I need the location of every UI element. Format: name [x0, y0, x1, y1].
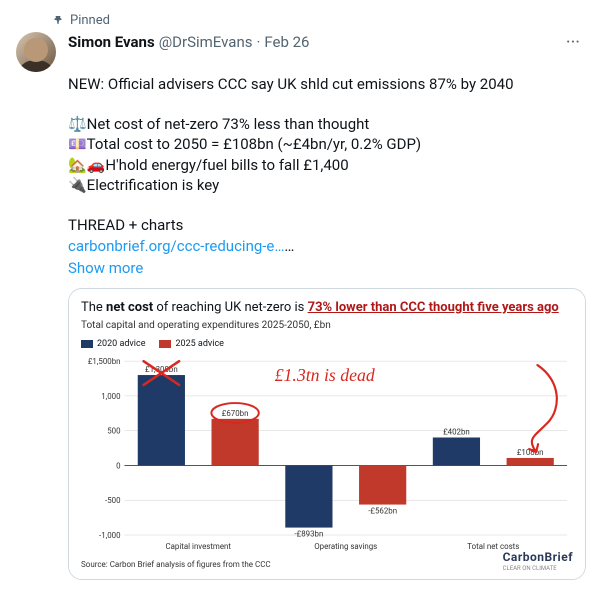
- more-button[interactable]: ···: [560, 32, 586, 54]
- svg-text:1,000: 1,000: [101, 392, 120, 401]
- chart-title-pre: The: [81, 300, 106, 315]
- legend-item: 2020 advice: [81, 338, 145, 350]
- chart-legend: 2020 advice 2025 advice: [81, 338, 573, 350]
- legend-swatch: [159, 340, 171, 348]
- tweet-body: NEW: Official advisers CCC say UK shld c…: [68, 74, 586, 279]
- pinned-row: Pinned: [52, 12, 586, 30]
- svg-text:-1,000: -1,000: [99, 531, 120, 540]
- chart-title: The net cost of reaching UK net-zero is …: [81, 299, 573, 317]
- svg-text:£1.3tn is dead: £1.3tn is dead: [275, 365, 375, 385]
- chart-svg: £1,500bn1,0005000-500-1,000£1,300bn£670b…: [81, 354, 573, 554]
- chart-subtitle: Total capital and operating expenditures…: [81, 319, 573, 333]
- chart-brand: CarbonBrief CLEAR ON CLIMATE: [503, 549, 573, 573]
- svg-text:-£562bn: -£562bn: [368, 507, 397, 516]
- chart-title-b1: net cost: [106, 300, 153, 315]
- tweet-ellipsis: …: [284, 237, 294, 255]
- chart-wrap: The net cost of reaching UK net-zero is …: [69, 289, 585, 579]
- svg-text:500: 500: [107, 427, 120, 436]
- chart-source: Source: Carbon Brief analysis of figures…: [81, 560, 573, 571]
- chart-card[interactable]: The net cost of reaching UK net-zero is …: [68, 288, 586, 580]
- svg-text:-£893bn: -£893bn: [294, 530, 323, 539]
- tweet-link[interactable]: carbonbrief.org/ccc-reducing-e…: [68, 237, 284, 255]
- pinned-label: Pinned: [70, 12, 110, 30]
- legend-label: 2025 advice: [175, 339, 223, 349]
- legend-item: 2025 advice: [159, 338, 223, 350]
- chart-title-hl: 73% lower than CCC thought five years ag…: [308, 300, 559, 315]
- pin-icon: [52, 15, 64, 27]
- svg-text:£1,500bn: £1,500bn: [88, 357, 121, 366]
- author-name[interactable]: Simon Evans: [68, 32, 155, 52]
- svg-text:-500: -500: [105, 496, 121, 505]
- avatar[interactable]: [16, 32, 56, 72]
- show-more[interactable]: Show more: [68, 258, 143, 278]
- svg-text:£402bn: £402bn: [443, 428, 470, 437]
- legend-label: 2020 advice: [97, 339, 145, 349]
- author-handle[interactable]: @DrSimEvans: [159, 32, 253, 52]
- chart-title-mid: of reaching UK net-zero is: [153, 300, 307, 315]
- chart-brand-text: CarbonBrief: [503, 550, 573, 564]
- svg-text:£670bn: £670bn: [222, 409, 249, 418]
- chart-plot: £1,500bn1,0005000-500-1,000£1,300bn£670b…: [81, 354, 573, 554]
- svg-text:Operating savings: Operating savings: [314, 542, 377, 551]
- tweet: Pinned Simon Evans @DrSimEvans · Feb 26 …: [0, 0, 602, 596]
- svg-text:Capital investment: Capital investment: [166, 542, 232, 551]
- legend-swatch: [81, 340, 93, 348]
- dot: ·: [256, 32, 260, 52]
- meta: Simon Evans @DrSimEvans · Feb 26: [68, 32, 560, 52]
- name-row: Simon Evans @DrSimEvans · Feb 26: [68, 32, 560, 52]
- tweet-text: NEW: Official advisers CCC say UK shld c…: [68, 75, 514, 235]
- tweet-header: Simon Evans @DrSimEvans · Feb 26 ···: [16, 32, 586, 72]
- tweet-date[interactable]: Feb 26: [264, 32, 309, 52]
- svg-text:0: 0: [116, 462, 120, 471]
